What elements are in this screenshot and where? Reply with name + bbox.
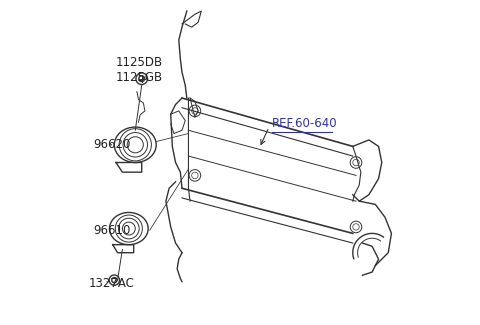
Text: 1125DB
1125GB: 1125DB 1125GB xyxy=(116,56,163,84)
Text: REF.60-640: REF.60-640 xyxy=(272,117,338,130)
Text: 1327AC: 1327AC xyxy=(88,277,134,290)
Text: 96620: 96620 xyxy=(94,138,131,151)
Text: 96610: 96610 xyxy=(94,224,131,237)
